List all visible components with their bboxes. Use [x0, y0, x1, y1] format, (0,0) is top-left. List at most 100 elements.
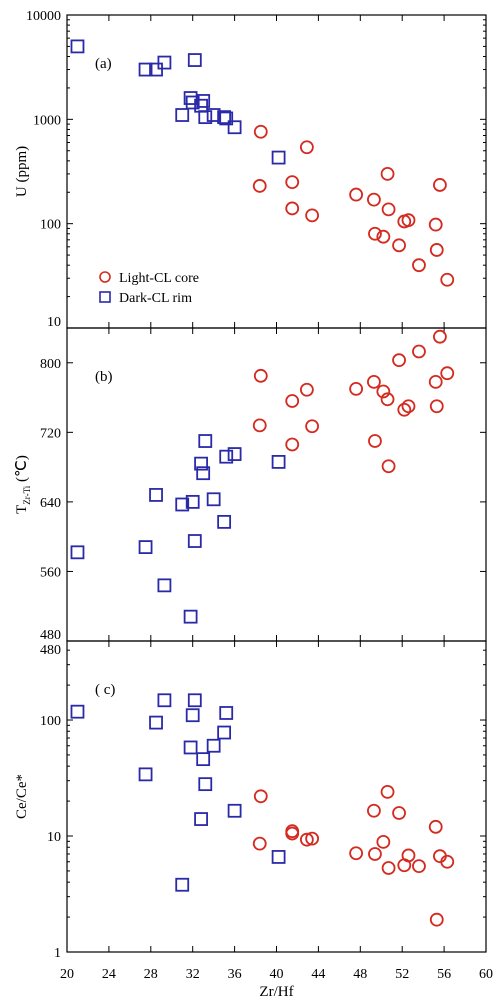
data-point	[440, 366, 455, 381]
legend-label: Dark-CL rim	[119, 291, 192, 306]
data-point	[149, 488, 163, 502]
data-point	[198, 434, 213, 448]
data-point	[138, 767, 153, 782]
data-point	[428, 819, 443, 834]
y-tick-label: 720	[40, 426, 61, 441]
x-tick-label: 36	[228, 967, 242, 982]
panels: 10 100 1000 10000 (a) U (ppm) Light-CL core Dar…	[14, 9, 493, 1000]
data-point	[305, 419, 320, 434]
y-tick-label: 480	[40, 628, 61, 643]
data-point	[187, 53, 202, 67]
series-circle	[252, 124, 455, 287]
data-point	[194, 456, 208, 471]
data-point	[392, 353, 406, 368]
y-tick-label: 1	[54, 946, 61, 961]
data-point	[368, 226, 382, 241]
y-axis-title: TZr-Ti (℃)	[14, 455, 32, 514]
data-point	[285, 394, 300, 408]
data-point	[185, 708, 200, 723]
data-point	[252, 179, 267, 193]
y-tick-label: 10	[47, 315, 61, 330]
data-point	[433, 178, 447, 192]
data-point	[412, 859, 426, 874]
y-axis-title: U (ppm)	[14, 146, 30, 197]
data-point	[206, 738, 221, 753]
data-point	[227, 447, 242, 461]
data-point	[367, 375, 381, 389]
x-tick-label: 20	[60, 967, 74, 982]
data-point	[376, 229, 391, 244]
data-point	[349, 846, 364, 861]
data-point	[412, 344, 426, 359]
data-point	[380, 166, 395, 181]
panel-2: 480 560 640 720 800 (b) TZr-Ti (℃)	[14, 327, 487, 643]
data-point	[401, 213, 416, 228]
data-point	[206, 492, 221, 507]
legend-marker-square	[99, 291, 111, 303]
data-point	[433, 329, 447, 344]
data-point	[217, 514, 232, 529]
x-tick-label: 48	[353, 967, 367, 982]
data-point	[217, 110, 232, 125]
data-point	[219, 706, 234, 720]
data-point	[157, 578, 172, 593]
x-tick-label: 52	[395, 967, 409, 982]
x-tick-label: 44	[311, 967, 325, 982]
y-tick-label: 800	[40, 357, 61, 372]
data-point	[285, 201, 300, 216]
y-tick-label: 10000	[26, 9, 61, 24]
data-point	[138, 62, 153, 77]
data-point	[380, 392, 395, 407]
data-point	[429, 243, 444, 257]
data-point	[397, 402, 412, 417]
data-point	[175, 877, 190, 892]
panel-label: (a)	[95, 56, 112, 72]
data-point	[187, 534, 202, 548]
data-point	[368, 847, 382, 861]
data-point	[70, 545, 85, 560]
data-point	[271, 454, 286, 469]
data-point	[376, 384, 391, 399]
series-circle	[252, 785, 455, 927]
data-point	[185, 494, 200, 509]
x-tick-label: 40	[270, 967, 284, 982]
data-point	[380, 785, 395, 799]
data-point	[376, 834, 391, 849]
y-tick-label: 10	[47, 830, 61, 845]
series-square	[70, 39, 286, 165]
y-tick-label: 1000	[33, 113, 61, 128]
data-point	[183, 740, 198, 755]
data-point	[198, 110, 213, 125]
data-point	[367, 192, 381, 207]
data-point	[299, 140, 314, 155]
data-point	[217, 725, 232, 740]
data-point	[196, 466, 211, 481]
x-tick-label: 32	[186, 967, 200, 982]
x-tick-label: 24	[102, 967, 116, 982]
data-point	[175, 108, 190, 122]
data-point	[428, 375, 443, 389]
data-point	[271, 850, 286, 864]
panel-frame	[66, 327, 487, 642]
data-point	[392, 806, 406, 820]
legend-marker-circle	[99, 271, 111, 283]
y-tick-label: 560	[40, 565, 61, 580]
data-point	[299, 832, 314, 847]
data-point	[367, 803, 381, 818]
series-circle	[252, 329, 455, 474]
data-point	[194, 812, 208, 826]
data-point	[157, 693, 172, 708]
data-point	[429, 912, 444, 927]
data-point	[219, 449, 234, 464]
y-tick-label: 640	[40, 496, 61, 511]
data-point	[429, 399, 444, 414]
data-point	[252, 418, 267, 433]
data-point	[440, 272, 455, 287]
data-point	[381, 202, 396, 217]
data-point	[149, 62, 163, 77]
x-tick-label: 60	[479, 967, 493, 982]
data-point	[392, 238, 406, 253]
data-point	[219, 111, 234, 126]
data-point	[381, 459, 396, 474]
